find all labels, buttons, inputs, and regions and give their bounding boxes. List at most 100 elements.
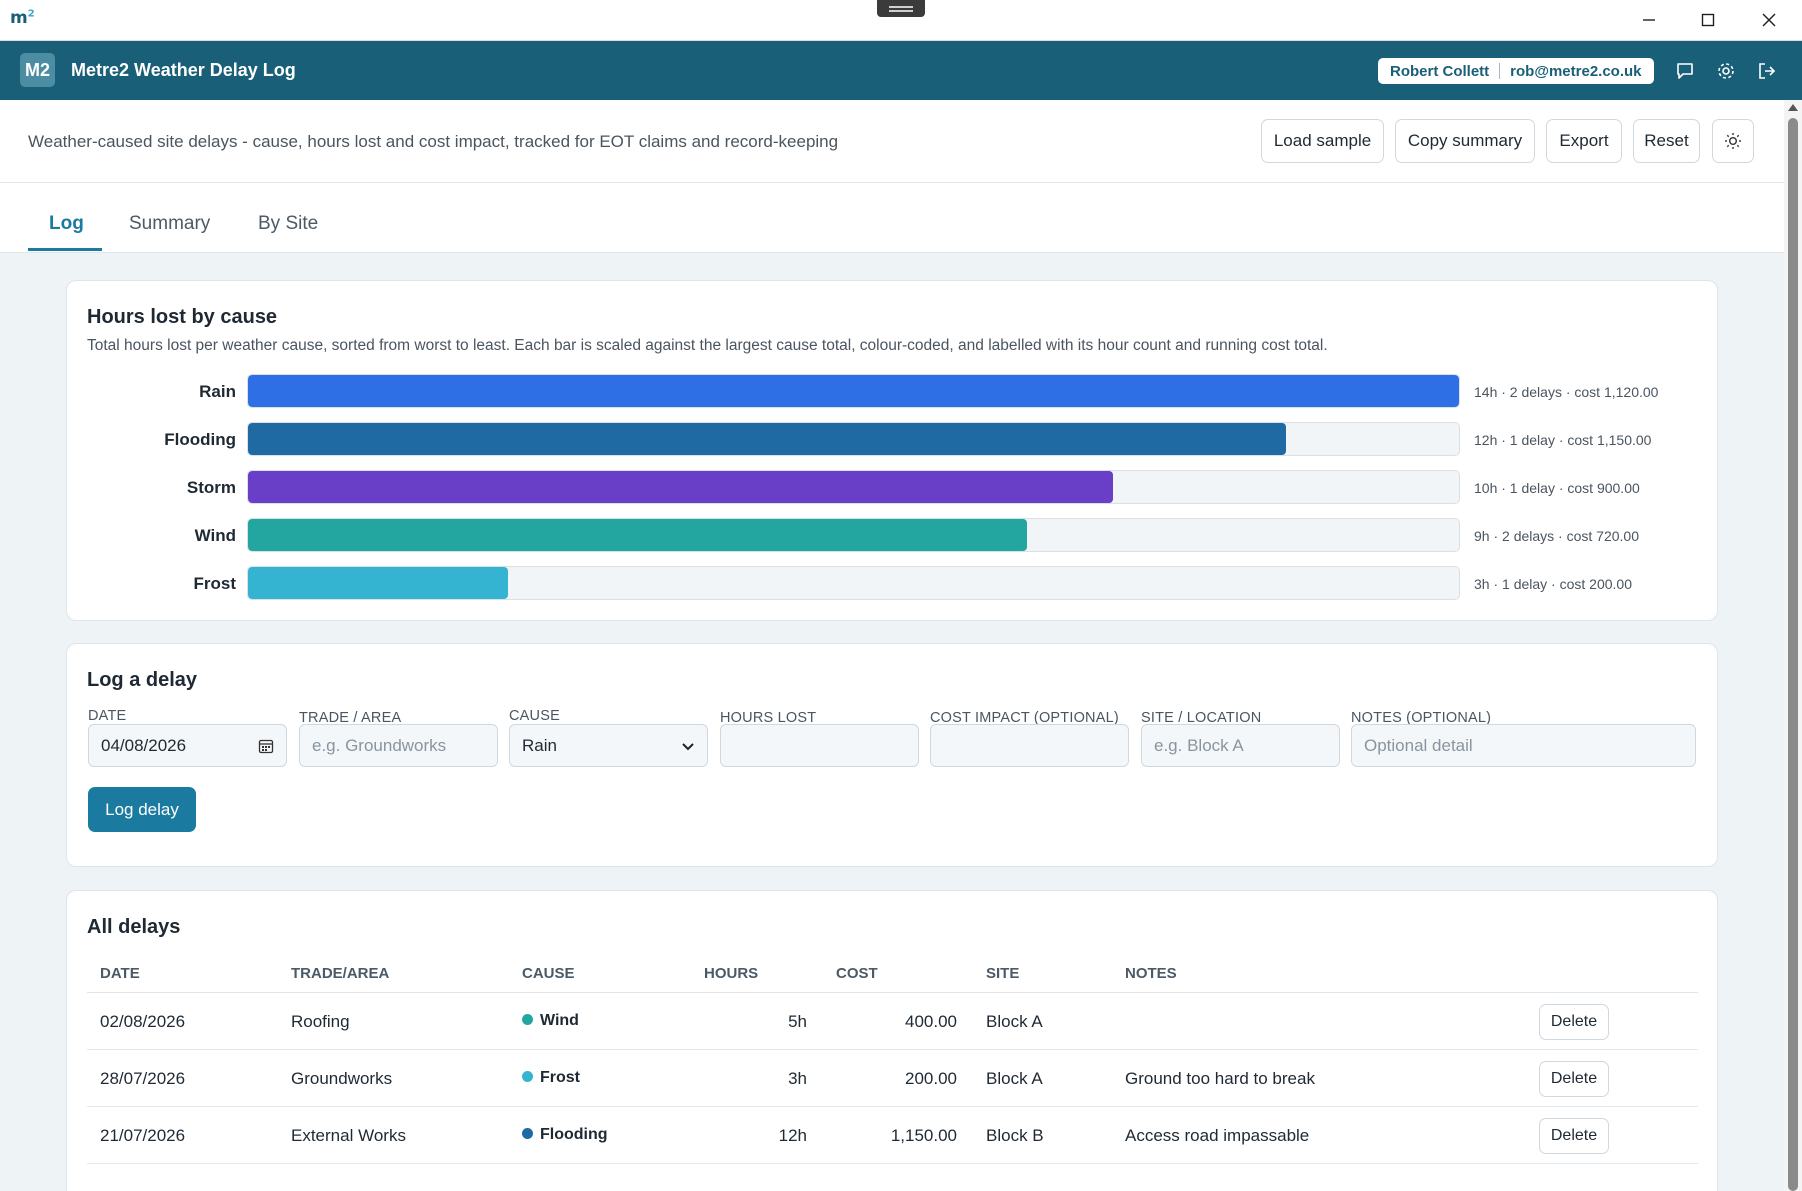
tab-summary[interactable]: Summary bbox=[129, 213, 211, 234]
trade-label: Trade / Area bbox=[299, 710, 402, 726]
cell-cause: Wind bbox=[522, 1012, 579, 1030]
cause-dot bbox=[522, 1014, 533, 1025]
cause-dot bbox=[522, 1128, 533, 1139]
load-sample-button[interactable]: Load sample bbox=[1261, 119, 1384, 163]
app-title: Metre2 Weather Delay Log bbox=[71, 60, 296, 80]
export-button[interactable]: Export bbox=[1546, 119, 1622, 163]
chevron-down-icon bbox=[682, 742, 694, 750]
trade-input[interactable]: e.g. Groundworks bbox=[299, 724, 498, 767]
table-row: 02/08/2026 Roofing Wind 5h 400.00 Block A Dele… bbox=[87, 993, 1698, 1050]
notes-label: Notes (optional) bbox=[1351, 710, 1492, 726]
gear-icon[interactable] bbox=[1712, 57, 1740, 85]
delays-table-card: All delays Date Trade/Area Cause Hours C… bbox=[66, 890, 1718, 1191]
copy-summary-button[interactable]: Copy summary bbox=[1395, 119, 1535, 163]
chat-icon[interactable] bbox=[1671, 57, 1699, 85]
cost-label: Cost impact (optional) bbox=[930, 710, 1119, 726]
bar-value-label: 10h · 1 delay · cost 900.00 bbox=[1474, 480, 1640, 496]
col-hours: Hours bbox=[704, 965, 759, 982]
cell-notes: Access road impassable bbox=[1125, 1126, 1310, 1145]
table-header: Date Trade/Area Cause Hours Cost Site No… bbox=[87, 963, 1698, 993]
tab-by-site[interactable]: By Site bbox=[258, 213, 319, 234]
bar bbox=[248, 567, 508, 599]
bar bbox=[248, 423, 1286, 455]
cause-select[interactable]: Rain bbox=[509, 724, 708, 767]
bar-category-label: Wind bbox=[194, 526, 236, 545]
site-field: Site / Location e.g. Block A bbox=[1141, 710, 1340, 767]
chart-subtitle: Total hours lost per weather cause, sort… bbox=[87, 337, 1328, 354]
log-delay-button[interactable]: Log delay bbox=[88, 787, 196, 832]
cell-trade: Roofing bbox=[291, 1012, 350, 1031]
reset-button[interactable]: Reset bbox=[1633, 119, 1700, 163]
cell-hours: 12h bbox=[778, 1126, 807, 1145]
cell-hours: 5h bbox=[788, 1012, 807, 1031]
cell-date: 28/07/2026 bbox=[100, 1069, 186, 1088]
col-trade: Trade/Area bbox=[291, 965, 390, 982]
bar-track bbox=[247, 422, 1460, 456]
hours-field: Hours lost bbox=[720, 710, 919, 767]
table-title: All delays bbox=[87, 916, 181, 938]
chart-title: Hours lost by cause bbox=[87, 306, 278, 328]
bar-category-label: Flooding bbox=[164, 430, 236, 449]
cell-cost: 200.00 bbox=[905, 1069, 957, 1088]
logout-icon[interactable] bbox=[1753, 57, 1781, 85]
trade-field: Trade / Area e.g. Groundworks bbox=[299, 710, 498, 767]
hours-label: Hours lost bbox=[720, 710, 817, 726]
user-chip[interactable]: Robert Collett rob@metre2.co.uk bbox=[1378, 58, 1654, 84]
bar-value-label: 9h · 2 delays · cost 720.00 bbox=[1474, 528, 1639, 544]
hours-input[interactable] bbox=[720, 724, 919, 767]
cell-site: Block A bbox=[986, 1012, 1043, 1031]
bar bbox=[248, 375, 1459, 407]
user-name: Robert Collett bbox=[1390, 62, 1490, 80]
col-date: Date bbox=[100, 965, 140, 982]
site-label: Site / Location bbox=[1141, 710, 1262, 726]
cell-site: Block A bbox=[986, 1069, 1043, 1088]
col-site: Site bbox=[986, 965, 1020, 982]
close-icon[interactable] bbox=[1749, 6, 1789, 34]
theme-toggle-button[interactable] bbox=[1712, 119, 1754, 163]
cell-cause: Frost bbox=[522, 1069, 580, 1087]
user-email: rob@metre2.co.uk bbox=[1510, 62, 1642, 80]
app-logo: m2 bbox=[10, 8, 35, 28]
drag-handle[interactable] bbox=[877, 0, 925, 17]
bar bbox=[248, 471, 1113, 503]
bar-value-label: 12h · 1 delay · cost 1,150.00 bbox=[1474, 432, 1652, 448]
cell-hours: 3h bbox=[788, 1069, 807, 1088]
notes-field: Notes (optional) Optional detail bbox=[1351, 710, 1696, 767]
date-field: Date 04/08/2026 bbox=[88, 708, 287, 767]
maximize-icon[interactable] bbox=[1688, 6, 1728, 34]
cause-dot bbox=[522, 1071, 533, 1082]
date-input[interactable]: 04/08/2026 bbox=[88, 724, 287, 767]
log-delay-card: Log a delay Date 04/08/2026 Trade / Area… bbox=[66, 643, 1718, 867]
delete-button[interactable]: Delete bbox=[1539, 1118, 1609, 1154]
minimize-icon[interactable] bbox=[1629, 6, 1669, 34]
scroll-thumb[interactable] bbox=[1788, 118, 1798, 1191]
cell-cost: 1,150.00 bbox=[890, 1126, 957, 1145]
cost-input[interactable] bbox=[930, 724, 1129, 767]
delete-button[interactable]: Delete bbox=[1539, 1004, 1609, 1040]
bar-category-label: Frost bbox=[193, 574, 237, 593]
app-header: M2 Metre2 Weather Delay Log Robert Colle… bbox=[0, 41, 1802, 100]
notes-input[interactable]: Optional detail bbox=[1351, 724, 1696, 767]
tab-bar: Log Summary By Site bbox=[0, 183, 1784, 253]
bar-category-label: Rain bbox=[199, 382, 236, 401]
active-tab-indicator bbox=[28, 248, 102, 251]
cause-label: Cause bbox=[509, 708, 560, 724]
tab-log[interactable]: Log bbox=[49, 213, 84, 234]
delete-button[interactable]: Delete bbox=[1539, 1061, 1609, 1097]
col-notes: Notes bbox=[1125, 965, 1177, 982]
bar-track bbox=[247, 518, 1460, 552]
sun-icon bbox=[1725, 133, 1741, 149]
cell-cost: 400.00 bbox=[905, 1012, 957, 1031]
bar-value-label: 14h · 2 delays · cost 1,120.00 bbox=[1474, 384, 1659, 400]
calendar-icon[interactable] bbox=[258, 738, 274, 754]
cell-notes: Ground too hard to break bbox=[1125, 1069, 1315, 1088]
bar-track bbox=[247, 470, 1460, 504]
date-label: Date bbox=[88, 708, 127, 724]
scroll-up-icon[interactable] bbox=[1788, 104, 1798, 111]
os-title-bar: m2 bbox=[0, 0, 1802, 41]
table-row: 21/07/2026 External Works Flooding 12h 1,150… bbox=[87, 1107, 1698, 1164]
cost-field: Cost impact (optional) bbox=[930, 710, 1129, 767]
scrollbar[interactable] bbox=[1784, 100, 1802, 1191]
site-input[interactable]: e.g. Block A bbox=[1141, 724, 1340, 767]
form-title: Log a delay bbox=[87, 669, 198, 691]
